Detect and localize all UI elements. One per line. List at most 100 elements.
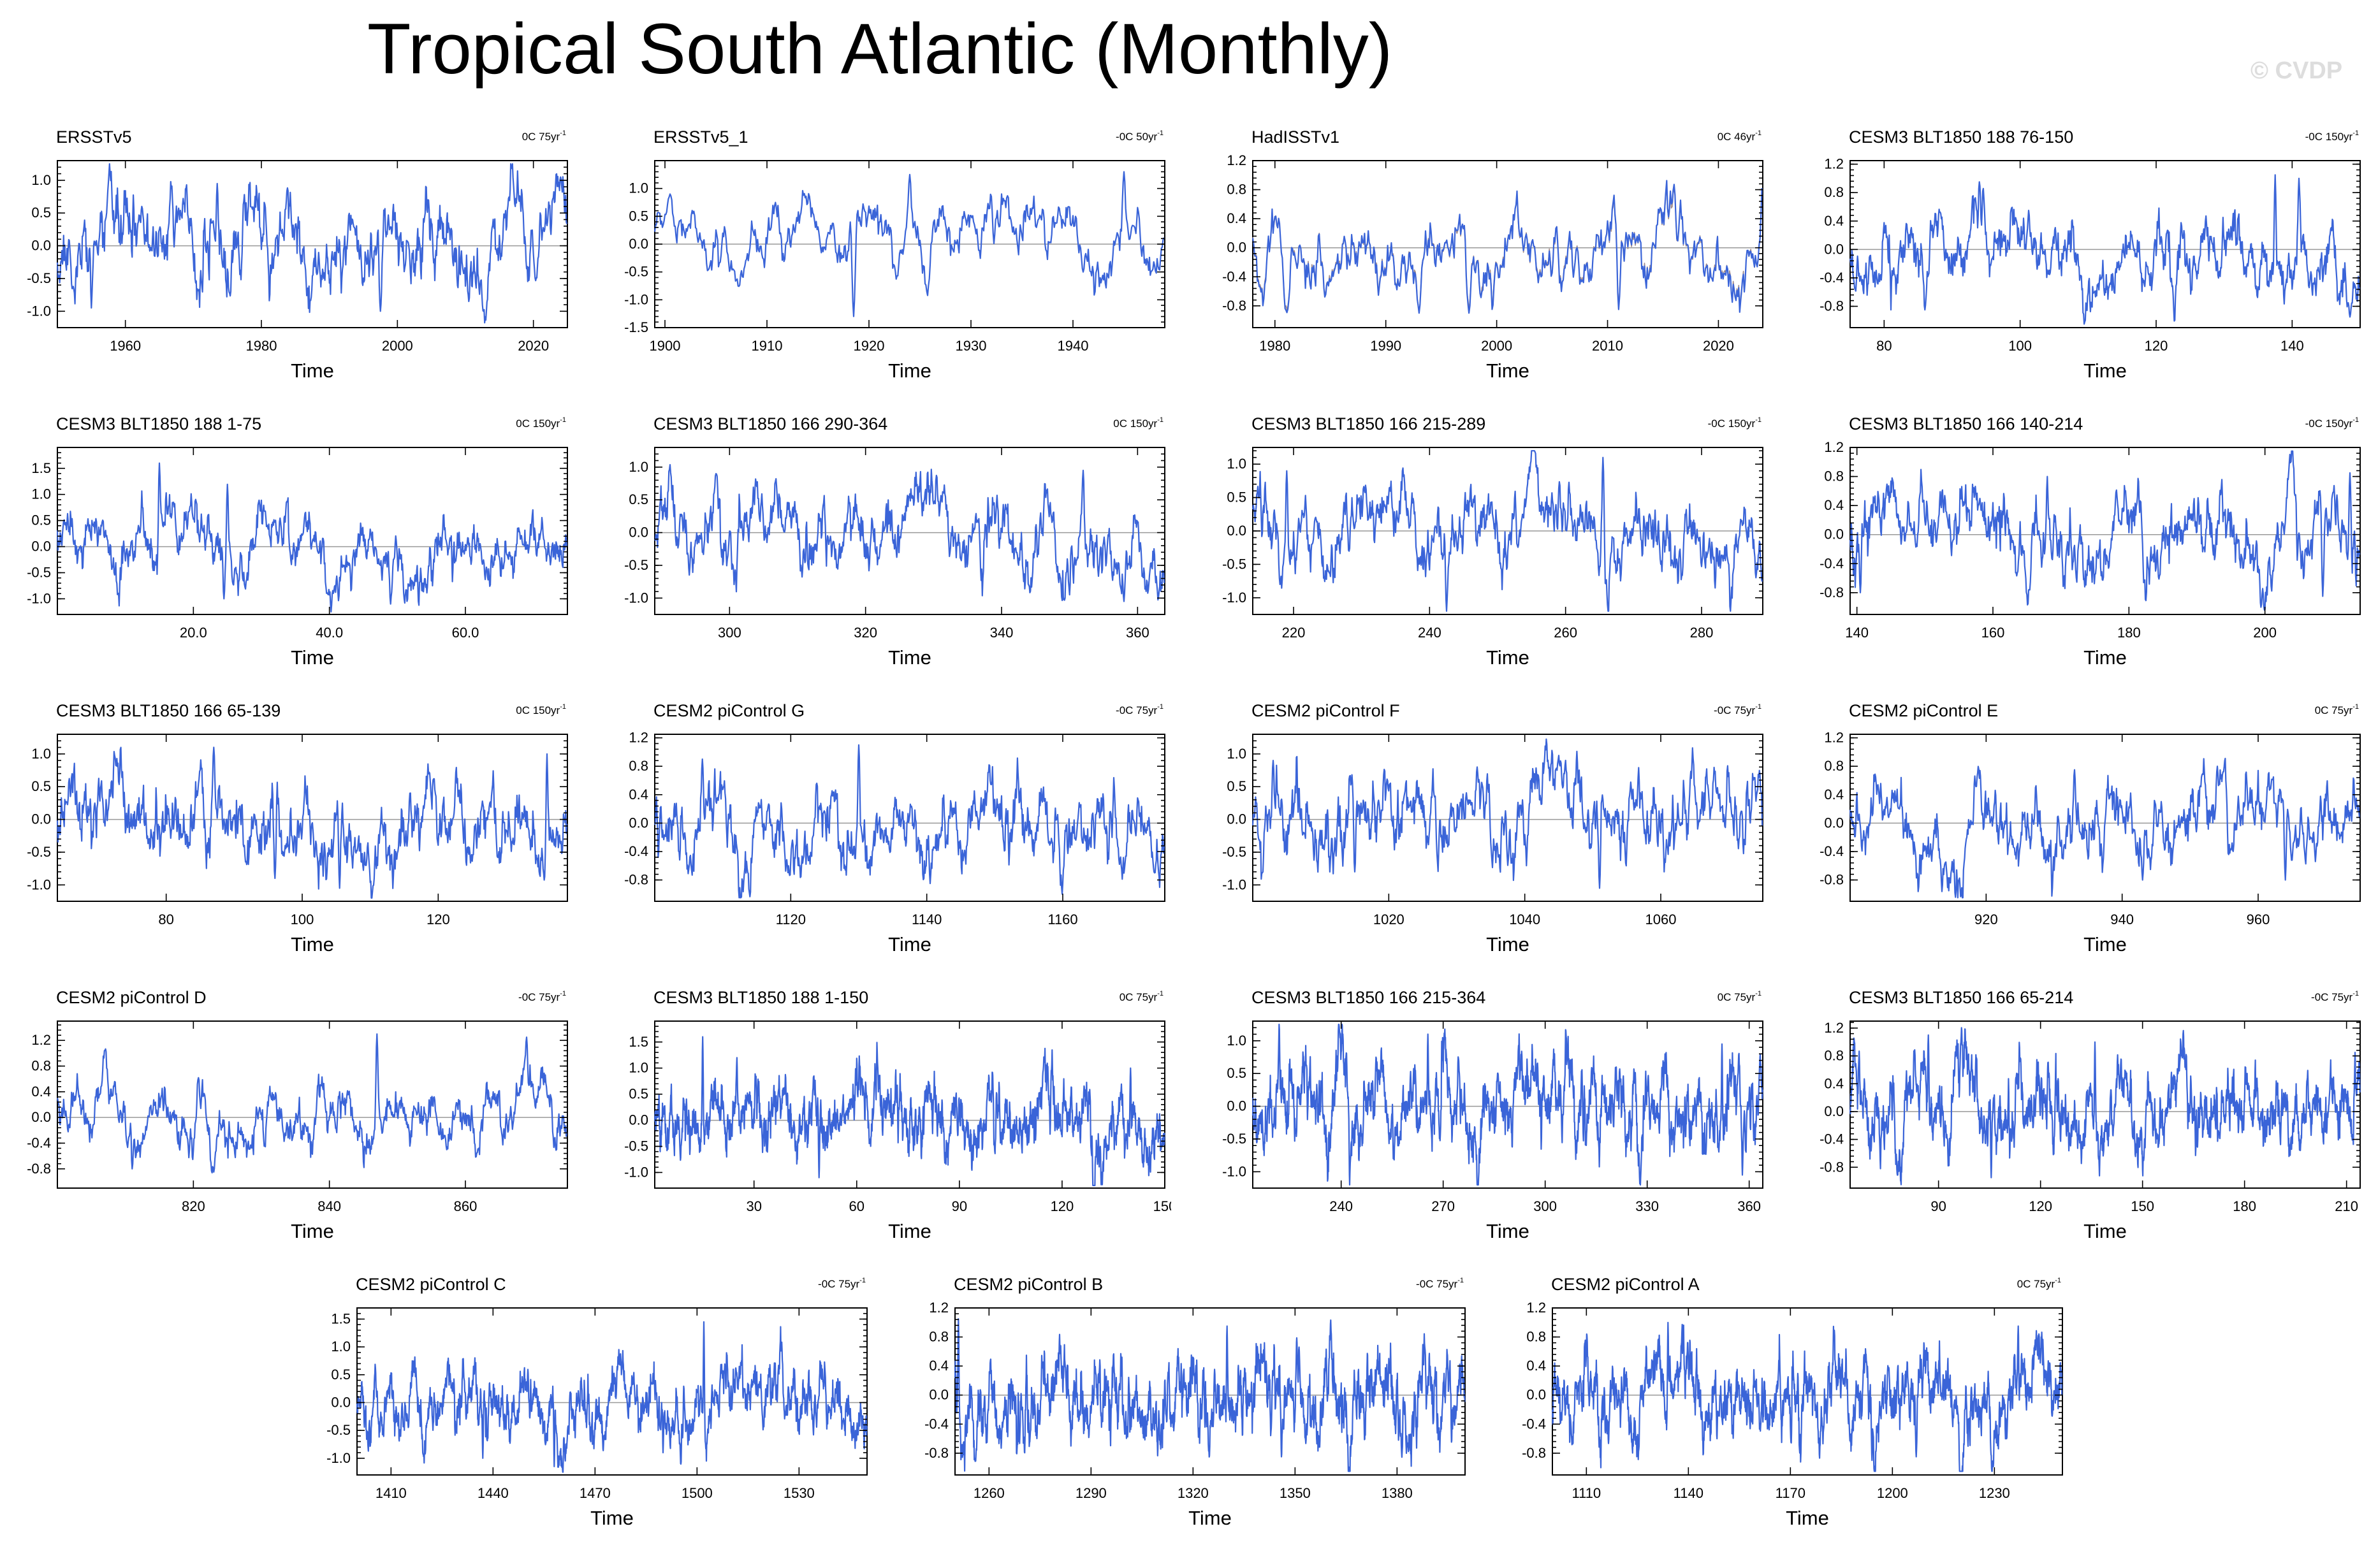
trend-label: -0C 75yr-1 (1714, 703, 1762, 716)
trend-text: 0C 75yr (2315, 704, 2353, 716)
chart-svg: CESM2 piControl C -0C 75yr-1-1.0-0.50.00.… (306, 1262, 873, 1546)
x-tick-label: 120 (1051, 1198, 1074, 1214)
y-tick-label: 0.0 (31, 811, 51, 827)
y-tick-label: 1.2 (1227, 152, 1246, 168)
x-tick-label: 2000 (1481, 338, 1512, 354)
x-tick-label: 210 (2335, 1198, 2358, 1214)
chart-svg: CESM3 BLT1850 166 215-364 0C 75yr-1-1.0-0… (1202, 975, 1769, 1259)
x-tick-label: 1900 (650, 338, 681, 354)
y-tick-label: 0.8 (929, 1329, 949, 1345)
trend-exponent: -1 (560, 129, 566, 137)
y-tick-label: 0.0 (1227, 811, 1246, 827)
trend-text: -0C 75yr (2311, 991, 2353, 1003)
y-tick-label: -1.0 (624, 590, 648, 606)
trend-text: -0C 75yr (1714, 704, 1756, 716)
chart-svg: CESM2 piControl A 0C 75yr-1 -0.8 -0.4 0.0 0.4… (1501, 1262, 2069, 1546)
x-tick-label: 100 (291, 911, 314, 927)
x-tick-label: 1230 (1979, 1485, 2010, 1501)
chart-panel: CESM2 piControl A 0C 75yr-1 -0.8 -0.4 0.0 0.4… (1501, 1262, 2069, 1546)
trend-exponent: -1 (560, 703, 566, 711)
y-tick-label: 0.5 (1227, 490, 1246, 505)
x-tick-label: 180 (2233, 1198, 2256, 1214)
y-tick-label: -0.8 (1820, 872, 1844, 888)
trend-text: 0C 150yr (516, 417, 560, 430)
chart-panel: HadISSTv1 0C 46yr-1 -0.8 -0.4 0.0 0.4 0.8 1.2 19… (1202, 115, 1769, 398)
trend-label: -0C 50yr-1 (1116, 129, 1163, 143)
trend-label: 0C 46yr-1 (1718, 129, 1762, 143)
x-tick-label: 940 (2110, 911, 2134, 927)
panel-title: CESM3 BLT1850 188 76-150 (1849, 127, 2073, 147)
trend-exponent: -1 (2352, 703, 2359, 711)
panel-title: CESM2 piControl D (56, 988, 207, 1007)
chart-svg: CESM3 BLT1850 166 65-139 0C 150yr-1-1.0-0… (6, 688, 574, 972)
y-tick-label: 0.5 (1227, 778, 1246, 794)
trend-label: -0C 150yr-1 (2305, 129, 2359, 143)
x-tick-label: 1260 (974, 1485, 1005, 1501)
trend-label: -0C 75yr-1 (2311, 990, 2359, 1003)
chart-svg: CESM3 BLT1850 188 1-150 0C 75yr-1-1.0-0.5… (604, 975, 1171, 1259)
y-tick-label: 0.0 (629, 815, 648, 831)
y-tick-label: 0.0 (629, 1112, 648, 1128)
trend-label: 0C 75yr-1 (1120, 990, 1163, 1003)
trend-exponent: -1 (2352, 129, 2359, 137)
y-tick-label: 0.8 (1824, 1048, 1844, 1064)
x-tick-label: 1380 (1382, 1485, 1413, 1501)
y-tick-label: 1.2 (629, 730, 648, 746)
panel-title: CESM3 BLT1850 166 140-214 (1849, 414, 2083, 433)
y-tick-label: 0.5 (629, 1086, 648, 1102)
y-tick-label: -0.5 (27, 844, 51, 860)
y-tick-label: 1.0 (31, 172, 51, 188)
panel-title: CESM3 BLT1850 166 290-364 (653, 414, 887, 433)
trend-exponent: -1 (560, 990, 566, 998)
x-tick-label: 90 (952, 1198, 967, 1214)
x-tick-label: 150 (2131, 1198, 2154, 1214)
x-axis-title: Time (888, 359, 931, 382)
y-tick-label: -0.4 (27, 1135, 51, 1151)
chart-panel: ERSSTv5_1 -0C 50yr-1 -1.5 -1.0 -0.5 0.0 0.5 1.0… (604, 115, 1171, 398)
x-axis-title: Time (1486, 1220, 1529, 1242)
x-tick-label: 240 (1418, 625, 1441, 641)
chart-svg: CESM2 piControl F -0C 75yr-1-1.0-0.50.00.… (1202, 688, 1769, 972)
chart-panel: CESM3 BLT1850 166 290-364 0C 150yr-1 -1.0-… (604, 402, 1171, 685)
x-tick-label: 360 (1737, 1198, 1761, 1214)
y-tick-label: 0.0 (1227, 523, 1246, 539)
x-tick-label: 920 (1974, 911, 1998, 927)
y-tick-label: 1.2 (1824, 730, 1844, 746)
x-tick-label: 80 (158, 911, 173, 927)
chart-svg: CESM2 piControl B -0C 75yr-1 -0.8 -0.4 0.0 0.… (904, 1262, 1471, 1546)
y-tick-label: -1.0 (624, 291, 648, 307)
x-tick-label: 1140 (1674, 1485, 1703, 1501)
y-tick-label: -0.8 (27, 1161, 51, 1177)
y-tick-label: 1.5 (629, 1034, 648, 1050)
y-tick-label: 0.4 (1824, 213, 1844, 229)
y-tick-label: 1.0 (31, 486, 51, 502)
y-tick-label: 0.4 (31, 1084, 51, 1100)
y-tick-label: 0.4 (1824, 1075, 1844, 1091)
y-tick-label: -0.5 (1222, 844, 1246, 860)
x-tick-label: 860 (454, 1198, 478, 1214)
x-tick-label: 30 (746, 1198, 761, 1214)
chart-svg: CESM3 BLT1850 166 65-214 -0C 75yr-1-0.8-0… (1799, 975, 2367, 1259)
trend-text: -0C 150yr (1708, 417, 1756, 430)
trend-exponent: -1 (1157, 990, 1163, 998)
y-tick-label: 0.0 (1824, 241, 1844, 257)
x-tick-label: 1060 (1645, 911, 1677, 927)
y-tick-label: 0.8 (1227, 182, 1246, 198)
x-tick-label: 2010 (1592, 338, 1623, 354)
y-tick-label: 0.5 (331, 1367, 351, 1383)
x-tick-label: 1930 (956, 338, 987, 354)
y-tick-label: 0.5 (629, 208, 648, 224)
chart-panel: CESM3 BLT1850 166 140-214 -0C 150yr-1 -0.8… (1799, 402, 2367, 685)
chart-panel: CESM3 BLT1850 166 215-364 0C 75yr-1 -1.0 -0… (1202, 975, 1769, 1259)
x-tick-label: 160 (1981, 625, 2005, 641)
y-tick-label: 0.4 (1526, 1358, 1546, 1374)
x-axis-title: Time (590, 1507, 634, 1529)
y-tick-label: -0.4 (1522, 1416, 1546, 1432)
y-tick-label: 0.5 (1227, 1065, 1246, 1081)
x-tick-label: 1200 (1877, 1485, 1908, 1501)
trend-exponent: -1 (1157, 129, 1163, 137)
y-tick-label: 0.8 (1526, 1329, 1546, 1345)
y-tick-label: 0.0 (31, 539, 51, 555)
chart-panel: ERSSTv5 0C 75yr-1 -1.0 -0.5 0.0 0.5 1.0 1960 198… (6, 115, 574, 398)
x-tick-label: 90 (1930, 1198, 1946, 1214)
